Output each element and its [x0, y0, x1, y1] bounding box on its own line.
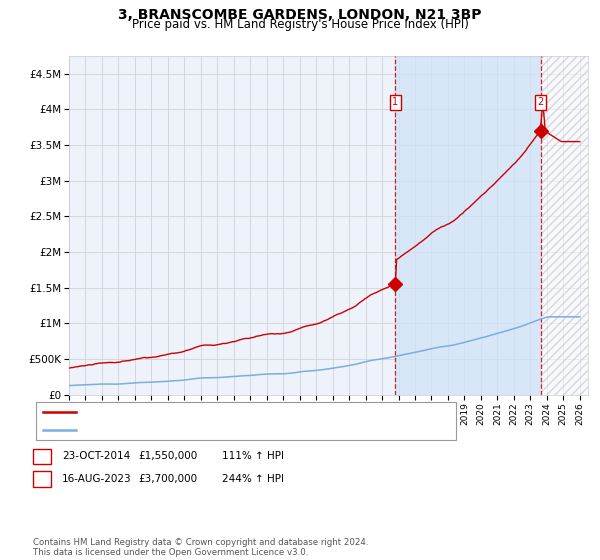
Text: 23-OCT-2014: 23-OCT-2014 — [62, 451, 130, 461]
Text: 2: 2 — [538, 97, 544, 108]
Text: 3, BRANSCOMBE GARDENS, LONDON, N21 3BP (detached house): 3, BRANSCOMBE GARDENS, LONDON, N21 3BP (… — [82, 407, 407, 417]
Text: 244% ↑ HPI: 244% ↑ HPI — [222, 474, 284, 484]
Text: Price paid vs. HM Land Registry's House Price Index (HPI): Price paid vs. HM Land Registry's House … — [131, 18, 469, 31]
Text: £3,700,000: £3,700,000 — [138, 474, 197, 484]
Text: 111% ↑ HPI: 111% ↑ HPI — [222, 451, 284, 461]
Bar — [541, 56, 588, 395]
Text: HPI: Average price, detached house, Enfield: HPI: Average price, detached house, Enfi… — [82, 425, 301, 435]
Bar — [395, 56, 541, 395]
Text: 3, BRANSCOMBE GARDENS, LONDON, N21 3BP: 3, BRANSCOMBE GARDENS, LONDON, N21 3BP — [118, 8, 482, 22]
Text: Contains HM Land Registry data © Crown copyright and database right 2024.
This d: Contains HM Land Registry data © Crown c… — [33, 538, 368, 557]
Text: 1: 1 — [392, 97, 398, 108]
Text: 1: 1 — [38, 451, 46, 461]
Text: £1,550,000: £1,550,000 — [138, 451, 197, 461]
Text: 2: 2 — [38, 474, 46, 484]
Text: 16-AUG-2023: 16-AUG-2023 — [62, 474, 131, 484]
